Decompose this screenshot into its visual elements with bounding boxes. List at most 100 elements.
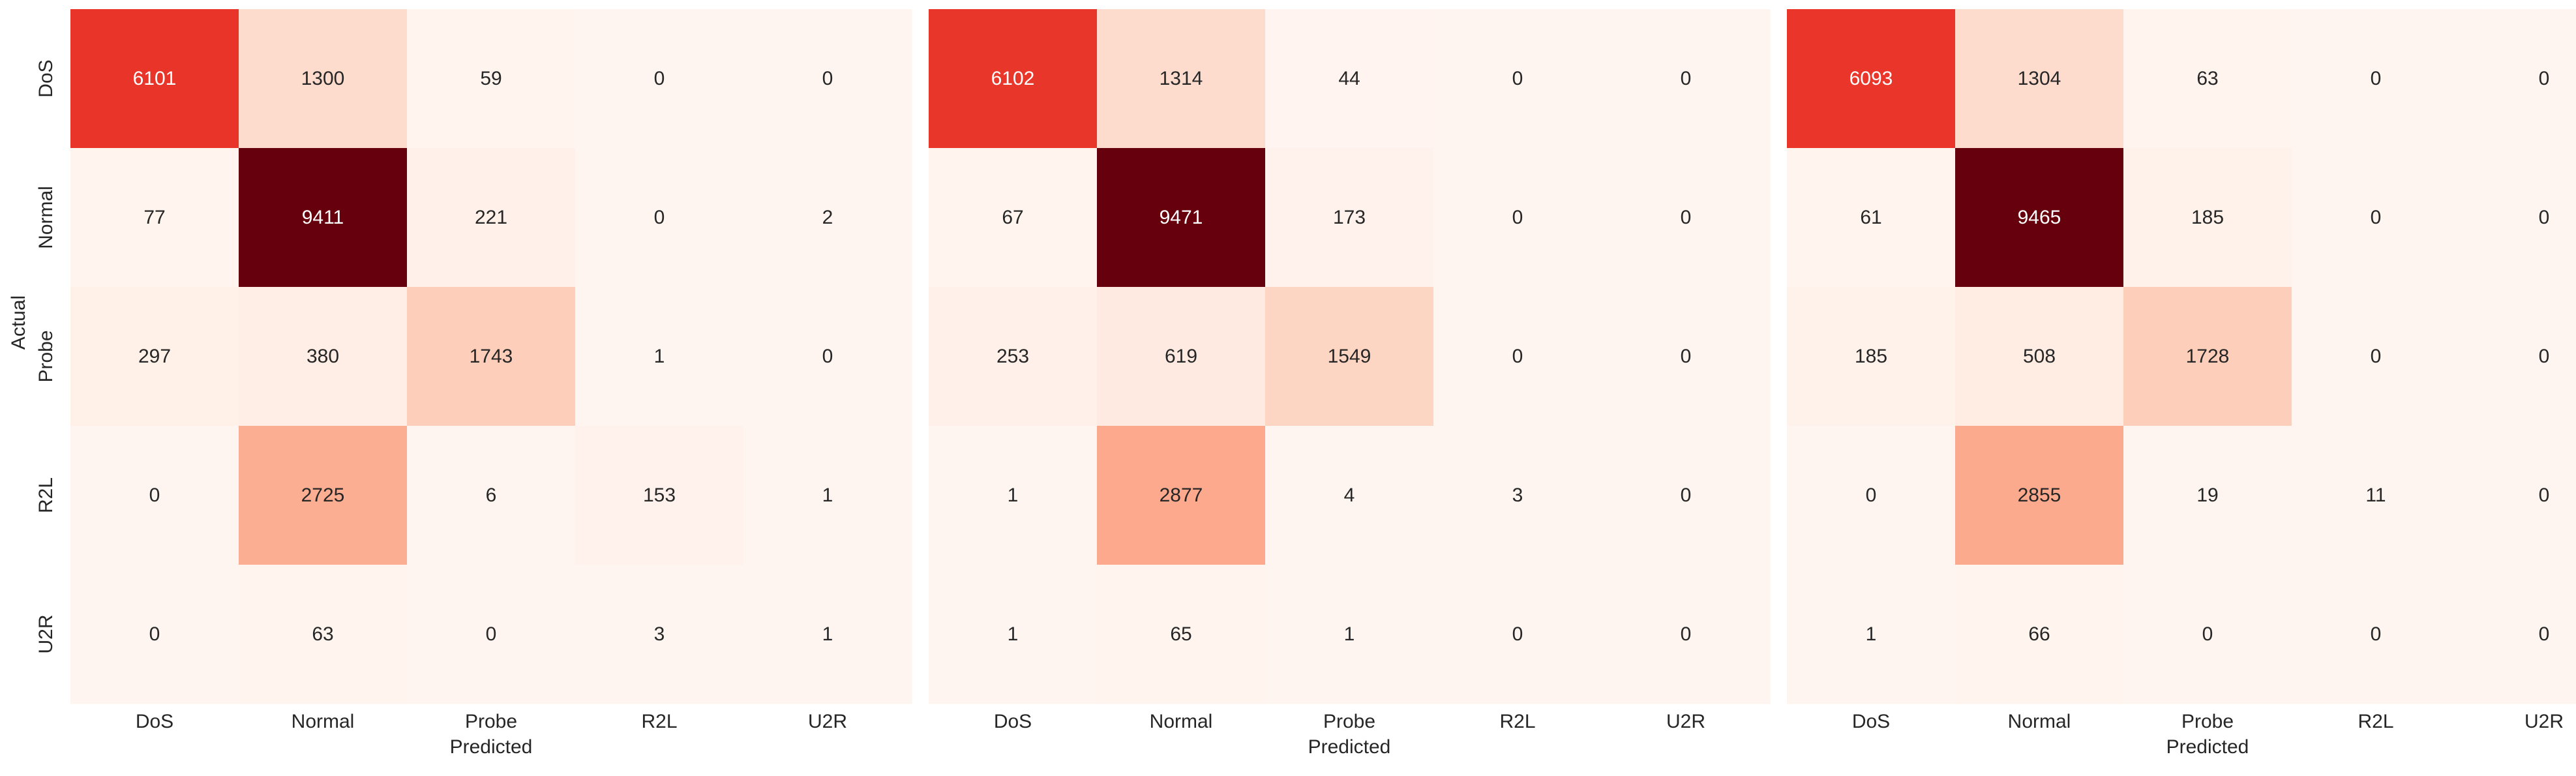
cell-value-label: 1 (1344, 623, 1355, 645)
heatmap-cell-normal-u2r (1602, 148, 1771, 288)
cell-value-label: 3 (654, 623, 665, 645)
cell-value-label: 508 (2023, 346, 2056, 367)
y-tick-label: U2R (35, 614, 57, 653)
heatmap-cell-normal-normal (1097, 148, 1266, 288)
x-tick-label: Probe (2181, 711, 2234, 732)
heatmap-cell-u2r-u2r (1602, 565, 1771, 704)
cell-value-label: 0 (1512, 346, 1523, 367)
cell-value-label: 185 (1855, 346, 1887, 367)
heatmap-cell-u2r-u2r (743, 565, 912, 704)
cell-value-label: 9411 (302, 207, 344, 228)
cell-value-label: 1 (1866, 623, 1877, 645)
heatmap-cell-normal-normal (239, 148, 408, 288)
heatmap-cell-dos-normal (239, 9, 408, 149)
cell-value-label: 1 (822, 485, 833, 506)
cell-value-label: 61 (1860, 207, 1881, 228)
heatmap-cell-normal-probe (2123, 148, 2292, 288)
heatmap-cell-dos-probe (407, 9, 576, 149)
cell-value-label: 1 (654, 346, 665, 367)
cell-value-label: 0 (2539, 485, 2550, 506)
x-tick-label: R2L (641, 711, 677, 732)
cell-value-label: 67 (1002, 207, 1023, 228)
heatmap-cell-normal-u2r (2460, 148, 2576, 288)
heatmap-cell-r2l-dos (929, 426, 1098, 565)
cell-value-label: 1743 (470, 346, 513, 367)
heatmap-cell-normal-u2r (743, 148, 912, 288)
cell-value-label: 0 (1681, 346, 1692, 367)
heatmap-cell-dos-r2l (2292, 9, 2461, 149)
cell-value-label: 0 (1512, 207, 1523, 228)
heatmap-cell-r2l-u2r (2460, 426, 2576, 565)
heatmap-cell-r2l-normal (239, 426, 408, 565)
heatmap-cell-u2r-probe (2123, 565, 2292, 704)
cell-value-label: 6093 (1850, 68, 1893, 89)
heatmap-cell-probe-dos (1787, 287, 1956, 426)
heatmap-cell-dos-probe (2123, 9, 2292, 149)
heatmap-cell-dos-u2r (1602, 9, 1771, 149)
x-tick-label: U2R (2524, 711, 2564, 732)
cell-value-label: 0 (2202, 623, 2213, 645)
x-axis-label: Predicted (450, 736, 533, 758)
cell-value-label: 0 (1866, 485, 1877, 506)
cell-value-label: 0 (2539, 68, 2550, 89)
heatmap-cell-normal-dos (929, 148, 1098, 288)
cell-value-label: 153 (643, 485, 676, 506)
cell-value-label: 0 (486, 623, 497, 645)
x-axis-label: Predicted (2166, 736, 2249, 758)
heatmap-cell-u2r-r2l (1433, 565, 1602, 704)
cell-value-label: 0 (822, 68, 833, 89)
heatmap-cell-u2r-u2r (2460, 565, 2576, 704)
cell-value-label: 0 (2371, 623, 2382, 645)
heatmap-cell-u2r-dos (1787, 565, 1956, 704)
cell-value-label: 2855 (2018, 485, 2061, 506)
x-tick-label: DoS (1852, 711, 1890, 732)
heatmap-cell-normal-dos (1787, 148, 1956, 288)
cell-value-label: 3 (1512, 485, 1523, 506)
cell-value-label: 66 (2028, 623, 2050, 645)
heatmap-cell-probe-normal (239, 287, 408, 426)
heatmap-cell-normal-r2l (2292, 148, 2461, 288)
x-tick-label: Normal (1150, 711, 1213, 732)
cell-value-label: 253 (996, 346, 1029, 367)
heatmap-cell-r2l-r2l (2292, 426, 2461, 565)
y-tick-label: Normal (35, 186, 57, 249)
heatmap-cell-u2r-normal (1955, 565, 2124, 704)
x-tick-label: U2R (808, 711, 847, 732)
cell-value-label: 2725 (301, 485, 345, 506)
heatmap-cell-dos-dos (70, 9, 239, 149)
heatmap-cell-probe-probe (1265, 287, 1434, 426)
cell-value-label: 380 (307, 346, 339, 367)
heatmap-cell-r2l-probe (2123, 426, 2292, 565)
heatmap-cell-r2l-r2l (1433, 426, 1602, 565)
heatmap-cell-u2r-probe (1265, 565, 1434, 704)
cell-value-label: 2 (822, 207, 833, 228)
heatmap-cell-probe-r2l (1433, 287, 1602, 426)
cell-value-label: 6101 (133, 68, 177, 89)
x-tick-label: Probe (465, 711, 517, 732)
cell-value-label: 0 (149, 623, 160, 645)
heatmap-cell-r2l-r2l (575, 426, 744, 565)
heatmap-cell-probe-dos (929, 287, 1098, 426)
heatmap-cell-probe-normal (1955, 287, 2124, 426)
heatmap-cell-dos-normal (1097, 9, 1266, 149)
cell-value-label: 0 (2371, 346, 2382, 367)
cell-value-label: 173 (1333, 207, 1366, 228)
heatmap-cell-r2l-dos (1787, 426, 1956, 565)
heatmap-cell-u2r-dos (70, 565, 239, 704)
x-tick-label: DoS (136, 711, 173, 732)
cell-value-label: 1 (1008, 485, 1019, 506)
heatmap-cell-probe-probe (2123, 287, 2292, 426)
cell-value-label: 0 (149, 485, 160, 506)
heatmap-cell-r2l-u2r (1602, 426, 1771, 565)
cell-value-label: 6 (486, 485, 497, 506)
heatmap-cell-normal-normal (1955, 148, 2124, 288)
heatmap-cell-probe-r2l (2292, 287, 2461, 426)
x-axis-label: Predicted (1308, 736, 1391, 758)
heatmap-cell-normal-probe (407, 148, 576, 288)
cell-value-label: 0 (2539, 623, 2550, 645)
y-axis-label: Actual (8, 295, 29, 350)
cell-value-label: 6102 (991, 68, 1035, 89)
x-tick-label: U2R (1666, 711, 1705, 732)
cell-value-label: 11 (2365, 485, 2386, 506)
